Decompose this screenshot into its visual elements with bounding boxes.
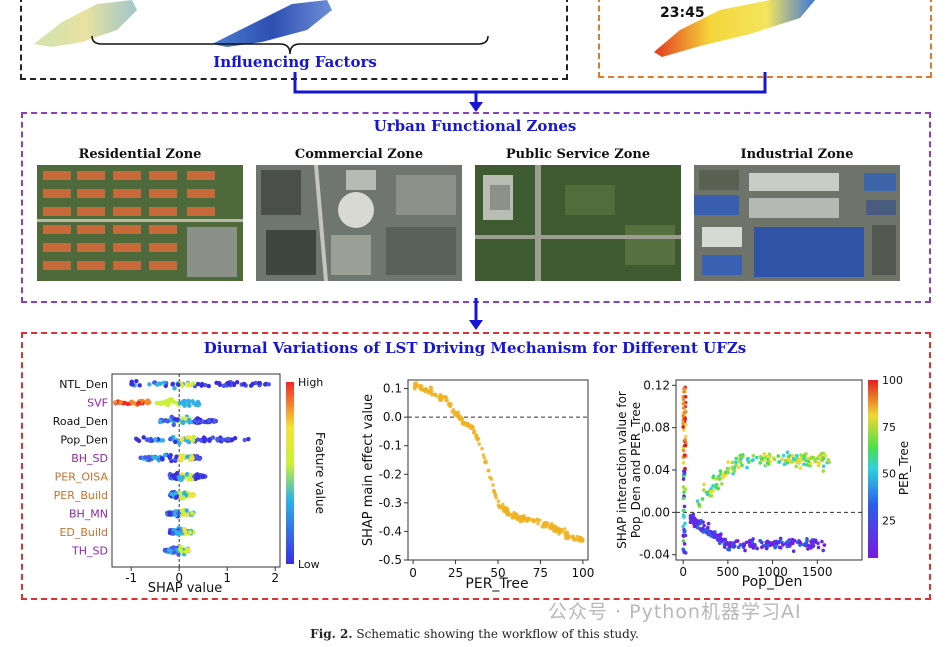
connector-arrow-2 <box>469 298 483 330</box>
xtick-2-1: 25 <box>448 566 463 580</box>
zone-image-residential <box>37 165 243 281</box>
zone-label-commercial: Commercial Zone <box>294 147 424 162</box>
xtick-3-2: 1000 <box>757 565 788 579</box>
diurnal-title: Diurnal Variations of LST Driving Mechan… <box>203 339 747 357</box>
lst-map-thumbnail <box>654 0 815 57</box>
xtick-3-3: 1500 <box>802 565 833 579</box>
beeswarm-row-0 <box>129 378 271 391</box>
feature-label-2: Road_Den <box>53 415 108 428</box>
feature-label-4: BH_SD <box>71 452 108 465</box>
zone-image-industrial <box>694 165 900 281</box>
main-effect-xlabel: PER_Tree <box>465 576 528 592</box>
ytick-3-0: 0.12 <box>643 378 670 392</box>
xtick-2-0: 0 <box>409 566 417 580</box>
ufz-title: Urban Functional Zones <box>373 117 577 135</box>
shap-interaction-chart: 0.12 0.08 0.04 0.00 -0.04 0 500 1000 1500 100 75 5… <box>615 374 911 590</box>
xtick-3-1: 500 <box>716 565 739 579</box>
shap-summary-chart: NTL_Den SVF Road_Den Pop_Den BH_SD PER_OISA PE… <box>53 373 327 596</box>
xtick-2-4: 100 <box>571 566 594 580</box>
colorbar-3-tick-1: 75 <box>882 421 896 434</box>
influencing-factors-title: Influencing Factors <box>213 53 377 71</box>
ytick-3-3: 0.00 <box>643 505 670 519</box>
colorbar-3-tick-0: 100 <box>882 374 903 387</box>
ytick-3-1: 0.08 <box>643 421 670 435</box>
feature-label-5: PER_OISA <box>55 471 109 484</box>
colorbar-1-low-label: Low <box>298 558 320 571</box>
factor-map-thumbnails <box>34 0 332 47</box>
shap-main-effect-chart: 0.1 0.0 -0.1 -0.2 -0.3 -0.4 -0.5 0 25 50 75 100 PER… <box>361 379 594 592</box>
interaction-xlabel: Pop_Den <box>742 574 803 590</box>
beeswarm-row-1 <box>113 397 202 408</box>
xtick-1-2: 1 <box>223 571 231 585</box>
zone-image-public-service <box>475 165 681 281</box>
xtick-2-2: 50 <box>490 566 505 580</box>
zone-image-commercial <box>256 165 462 281</box>
xtick-3-0: 0 <box>679 565 687 579</box>
figure-caption-prefix: Fig. 2. <box>310 627 353 641</box>
ytick-3-4: -0.04 <box>639 548 670 562</box>
colorbar-3-tick-3: 25 <box>882 515 896 528</box>
beeswarm-row-2 <box>157 414 219 428</box>
xtick-1-1: 0 <box>175 571 183 585</box>
feature-label-3: Pop_Den <box>60 434 108 447</box>
factor-map-2 <box>212 0 332 47</box>
ytick-3-2: 0.04 <box>643 463 670 477</box>
beeswarm-row-5 <box>167 470 208 483</box>
main-effect-ylabel: SHAP main effect value <box>361 394 376 546</box>
connector-arrow-1 <box>293 72 767 112</box>
xtick-2-3: 75 <box>533 566 548 580</box>
beeswarm-row-6 <box>167 489 196 501</box>
ytick-2-2: -0.1 <box>379 439 402 453</box>
feature-label-7: BH_MN <box>69 508 108 521</box>
interaction-ylabel-line1: SHAP interaction value for <box>615 391 629 549</box>
wechat-icon <box>548 600 549 601</box>
colorbar-1-high-label: High <box>298 376 323 389</box>
zone-label-public-service: Public Service Zone <box>505 147 651 162</box>
ytick-2-5: -0.4 <box>379 524 402 538</box>
factors-brace <box>91 35 489 55</box>
main-effect-points <box>412 381 585 543</box>
zone-label-industrial: Industrial Zone <box>740 147 854 162</box>
beeswarm-row-4 <box>138 452 203 464</box>
colorbar-1 <box>286 382 294 564</box>
beeswarm-row-3 <box>133 434 251 446</box>
feature-label-0: NTL_Den <box>59 378 108 391</box>
xtick-1-3: 2 <box>271 571 279 585</box>
ytick-2-3: -0.2 <box>379 467 402 481</box>
colorbar-1-title: Feature value <box>313 432 327 514</box>
diurnal-box <box>21 332 931 600</box>
beeswarm-row-8 <box>167 525 196 537</box>
interaction-points <box>681 385 831 555</box>
beeswarm-row-9 <box>162 544 191 557</box>
figure-caption-text: Schematic showing the workflow of this s… <box>356 627 639 641</box>
figure-caption: Fig. 2. Schematic showing the workflow o… <box>0 627 949 641</box>
ytick-2-1: 0.0 <box>383 410 402 424</box>
feature-label-1: SVF <box>87 397 108 410</box>
watermark: 公众号 · Python机器学习AI <box>548 601 802 623</box>
shap-summary-xlabel: SHAP value <box>148 581 222 596</box>
colorbar-3-tick-2: 50 <box>882 468 896 481</box>
feature-label-6: PER_Build <box>54 489 108 502</box>
ytick-2-0: 0.1 <box>383 382 402 396</box>
colorbar-3 <box>868 380 878 558</box>
interaction-ylabel-line2: Pop_Den and PER_Tree <box>629 402 643 538</box>
ytick-2-6: -0.5 <box>379 553 402 567</box>
zone-label-residential: Residential Zone <box>78 147 202 162</box>
beeswarm-row-7 <box>165 507 196 519</box>
feature-label-9: TH_SD <box>71 545 108 558</box>
ytick-2-4: -0.3 <box>379 496 402 510</box>
factor-map-1 <box>34 0 137 47</box>
lst-time-label: 23:45 <box>660 5 705 21</box>
feature-label-8: ED_Build <box>59 526 108 539</box>
colorbar-3-title: PER_Tree <box>897 441 911 495</box>
xtick-1-0: -1 <box>125 571 137 585</box>
